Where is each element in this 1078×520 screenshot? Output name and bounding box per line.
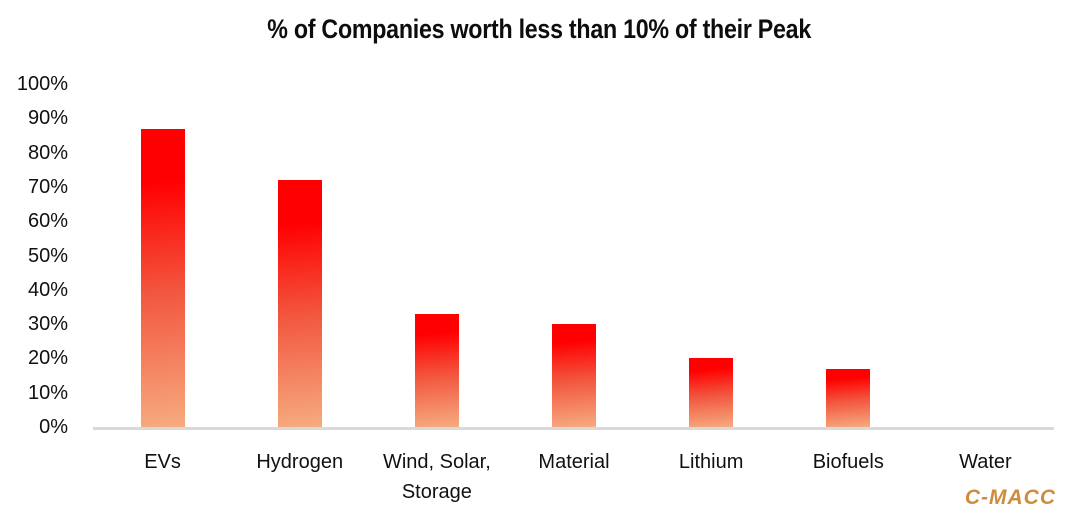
- bar-cell-material: [505, 84, 642, 427]
- y-tick-label-40: 40%: [27, 278, 68, 301]
- plot-area: [94, 84, 1054, 427]
- x-label-biofuels: Biofuels: [812, 451, 884, 473]
- y-tick-label-50: 50%: [27, 244, 68, 267]
- y-tick-label-0: 0%: [39, 416, 68, 438]
- y-tick-label-80: 80%: [27, 141, 68, 164]
- y-tick-label-10: 10%: [27, 381, 68, 404]
- x-label-lithium: Lithium: [678, 451, 744, 473]
- bar-cell-evs: [94, 84, 231, 427]
- chart-title-text: % of Companies worth less than 10% of th…: [267, 14, 811, 44]
- bar-hydrogen: [277, 180, 322, 427]
- y-tick-label-30: 30%: [27, 313, 68, 336]
- y-axis: 100% 90% 80% 70% 60% 50% 40% 30% 20% 10% 0%: [0, 0, 68, 520]
- bar-evs: [140, 128, 185, 427]
- x-label-water: Water: [959, 451, 1012, 473]
- bar-cell-hydrogen: [231, 84, 368, 427]
- chart-title: % of Companies worth less than 10% of th…: [0, 14, 1078, 45]
- bar-cell-water: [917, 84, 1054, 427]
- x-label-evs: EVs: [144, 451, 181, 473]
- bar-cell-lithium: [643, 84, 780, 427]
- x-label-hydrogen: Hydrogen: [256, 451, 344, 473]
- brand-watermark: C-MACC: [964, 486, 1056, 509]
- y-tick-label-70: 70%: [27, 175, 68, 198]
- bar-lithium: [689, 358, 734, 427]
- bar-wind-solar-storage: [414, 313, 459, 427]
- bar-cell-biofuels: [780, 84, 917, 427]
- bar-cell-wind-solar-storage: [368, 84, 505, 427]
- y-tick-label-20: 20%: [27, 347, 68, 370]
- bar-biofuels: [826, 368, 871, 427]
- y-tick-label-100: 100%: [16, 73, 68, 95]
- x-axis-labels: EVs Hydrogen Wind, Solar, Storage Material L…: [94, 447, 1054, 507]
- x-label-material: Material: [538, 451, 610, 473]
- x-axis-line: [93, 427, 1054, 430]
- y-tick-label-90: 90%: [27, 107, 68, 130]
- x-label-wind-solar-storage: Wind, Solar, Storage: [382, 451, 491, 503]
- bar-material: [551, 324, 596, 427]
- y-tick-label-60: 60%: [27, 210, 68, 233]
